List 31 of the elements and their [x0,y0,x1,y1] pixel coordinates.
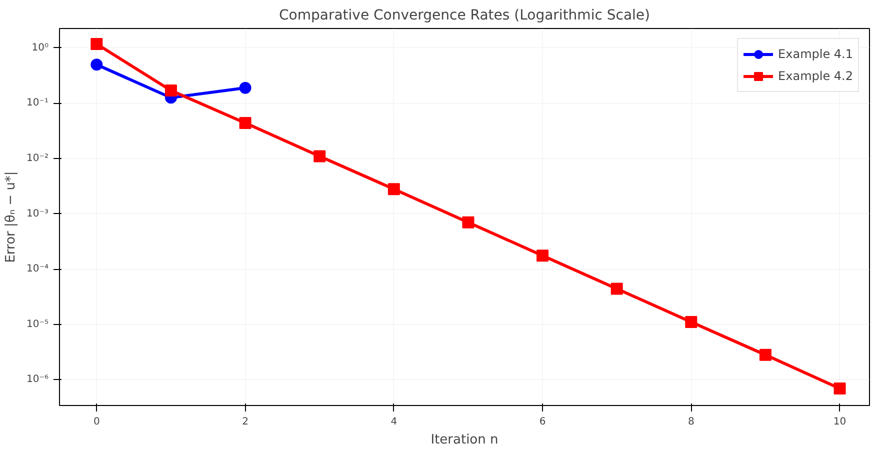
point [90,58,103,71]
point [685,316,698,328]
point [834,382,846,395]
y-tick-label: 10⁻¹ [26,98,49,109]
point [239,82,252,94]
y-tick-label: 10⁰ [32,42,48,54]
x-tick-label: 2 [242,416,248,428]
y-tick-label: 10⁻² [26,153,49,164]
y-tick-label: 10⁻⁴ [26,264,49,275]
y-axis-title: Error |θₙ − u*| [3,171,18,263]
y-tick-label: 10⁻³ [26,208,49,220]
point [314,150,326,162]
legend-label: Example 4.2 [778,69,853,83]
x-tick-label: 4 [390,416,398,428]
chart-title: Comparative Convergence Rates (Logarithmic Scale) [279,8,650,24]
point [759,348,772,361]
legend-label: Example 4.1 [778,47,853,61]
x-tick-label: 6 [539,416,546,428]
point [388,183,400,196]
point [239,116,252,129]
point [536,250,549,262]
x-tick-label: 0 [93,416,100,428]
y-tick-label: 10⁻⁵ [26,318,49,330]
point [90,38,103,50]
point [610,282,623,295]
x-tick-label: 8 [688,416,694,428]
point [164,84,177,96]
y-tick-label: 10⁻⁶ [26,374,49,386]
x-tick-label: 10 [833,416,846,428]
x-axis-title: Iteration n [430,432,498,448]
point [462,216,474,228]
